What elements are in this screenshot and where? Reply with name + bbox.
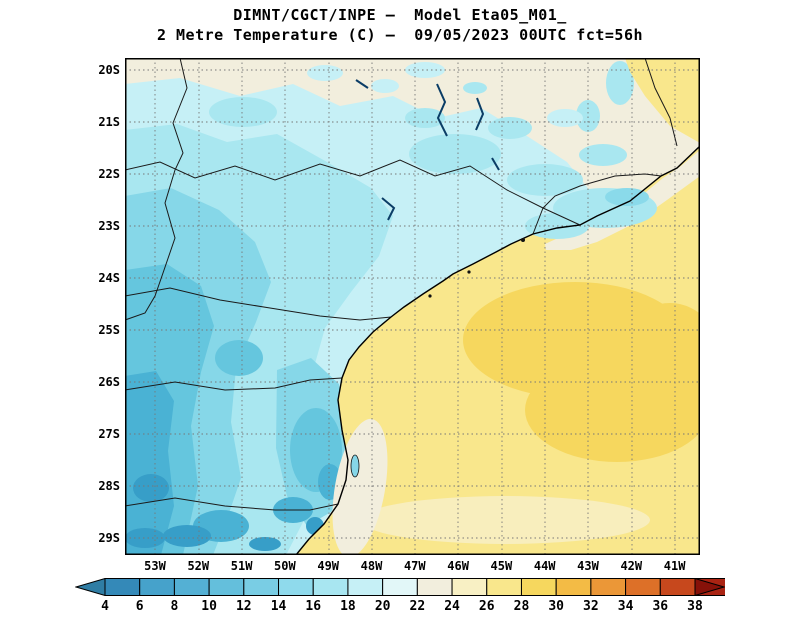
colorbar-segment-7 xyxy=(347,578,384,596)
colorbar-segment-9 xyxy=(416,578,453,596)
colorbar-segment-8 xyxy=(382,578,418,596)
lon-label-43W: 43W xyxy=(577,559,599,573)
title-line-1: DIMNT/CGCT/INPE – Model Eta05_M01_ xyxy=(233,6,567,24)
lat-label-21S: 21S xyxy=(98,115,120,129)
colorbar-tick-22: 22 xyxy=(409,599,426,614)
lon-label-45W: 45W xyxy=(490,559,513,573)
lat-label-28S: 28S xyxy=(98,479,120,493)
lat-label-27S: 27S xyxy=(98,427,120,441)
lat-label-26S: 26S xyxy=(98,375,120,389)
lat-label-22S: 22S xyxy=(98,167,120,181)
colorbar-tick-38: 38 xyxy=(687,599,703,614)
colorbar-tick-36: 36 xyxy=(652,599,669,614)
lon-label-41W: 41W xyxy=(663,559,686,573)
colorbar-tick-24: 24 xyxy=(444,599,460,614)
lat-axis: 20S 21S 22S 23S 24S 25S 26S 27S 28S 29S xyxy=(56,58,120,555)
colorbar-segment-12 xyxy=(520,578,557,596)
colorbar-tick-10: 10 xyxy=(201,599,217,614)
ocean-temperature-shading xyxy=(296,58,725,558)
island-dot xyxy=(467,270,471,274)
state-borders xyxy=(124,57,678,511)
map-area xyxy=(124,57,725,558)
colorbar-segment-3 xyxy=(208,578,245,596)
colorbar-tick-4: 4 xyxy=(101,599,109,614)
colorbar-segment-4 xyxy=(243,578,280,596)
colorbar-segment-6 xyxy=(312,578,349,596)
colorbar-tick-20: 20 xyxy=(374,599,391,614)
island-florianopolis xyxy=(350,454,360,478)
colorbar-segment-0 xyxy=(104,578,141,596)
colorbar-segment-15 xyxy=(625,578,661,596)
colorbar-tick-18: 18 xyxy=(340,599,356,614)
colorbar-tick-14: 14 xyxy=(270,599,287,614)
lat-label-25S: 25S xyxy=(98,323,120,337)
lon-label-48W: 48W xyxy=(360,559,383,573)
colorbar-tick-32: 32 xyxy=(583,599,599,614)
colorbar-segment-13 xyxy=(555,578,592,596)
coastline xyxy=(295,145,701,556)
lat-label-29S: 29S xyxy=(98,531,120,545)
colorbar-segment-16 xyxy=(659,578,696,596)
lon-label-49W: 49W xyxy=(317,559,340,573)
water-bodies xyxy=(355,79,500,221)
lon-label-42W: 42W xyxy=(620,559,643,573)
grid-lines xyxy=(125,58,700,555)
colorbar-tick-16: 16 xyxy=(305,599,322,614)
colorbar-ticks: 4 6 8 10 12 14 16 18 20 22 24 26 28 30 32 34 36 38 xyxy=(75,599,725,615)
colorbar-tick-30: 30 xyxy=(548,599,564,614)
colorbar-segment-2 xyxy=(173,578,210,596)
lon-label-44W: 44W xyxy=(533,559,556,573)
colorbar-tick-26: 26 xyxy=(478,599,495,614)
lon-axis: 53W 52W 51W 50W 49W 48W 47W 46W 45W 44W 43W 42W 41W xyxy=(125,559,700,575)
colorbar-arrow-right xyxy=(694,578,725,596)
map-svg xyxy=(124,57,725,558)
colorbar-segment-10 xyxy=(451,578,488,596)
colorbar-segment-11 xyxy=(486,578,522,596)
lat-label-23S: 23S xyxy=(98,219,120,233)
colorbar-segment-14 xyxy=(590,578,627,596)
colorbar-segment-1 xyxy=(139,578,175,596)
land-temperature-shading xyxy=(125,61,634,555)
lon-label-53W: 53W xyxy=(144,559,166,573)
lat-label-24S: 24S xyxy=(98,271,120,285)
lon-label-50W: 50W xyxy=(274,559,296,573)
map-frame-border xyxy=(125,58,700,555)
lon-label-47W: 47W xyxy=(403,559,426,573)
lon-label-46W: 46W xyxy=(447,559,469,573)
colorbar-tick-6: 6 xyxy=(135,599,144,614)
title-line-2: 2 Metre Temperature (C) – 09/05/2023 00U… xyxy=(156,26,644,44)
colorbar-segment-5 xyxy=(278,578,314,596)
island-dot xyxy=(521,238,525,242)
colorbar-tick-8: 8 xyxy=(170,599,179,614)
lat-label-20S: 20S xyxy=(98,63,120,77)
lon-label-52W: 52W xyxy=(187,559,210,573)
colorbar-tick-34: 34 xyxy=(617,599,634,614)
colorbar-tick-28: 28 xyxy=(513,599,530,614)
island-dot xyxy=(428,294,432,298)
colorbar-tick-12: 12 xyxy=(235,599,252,614)
colorbar-arrow-left xyxy=(75,578,106,596)
lon-label-51W: 51W xyxy=(230,559,253,573)
colorbar-svg xyxy=(75,578,725,596)
